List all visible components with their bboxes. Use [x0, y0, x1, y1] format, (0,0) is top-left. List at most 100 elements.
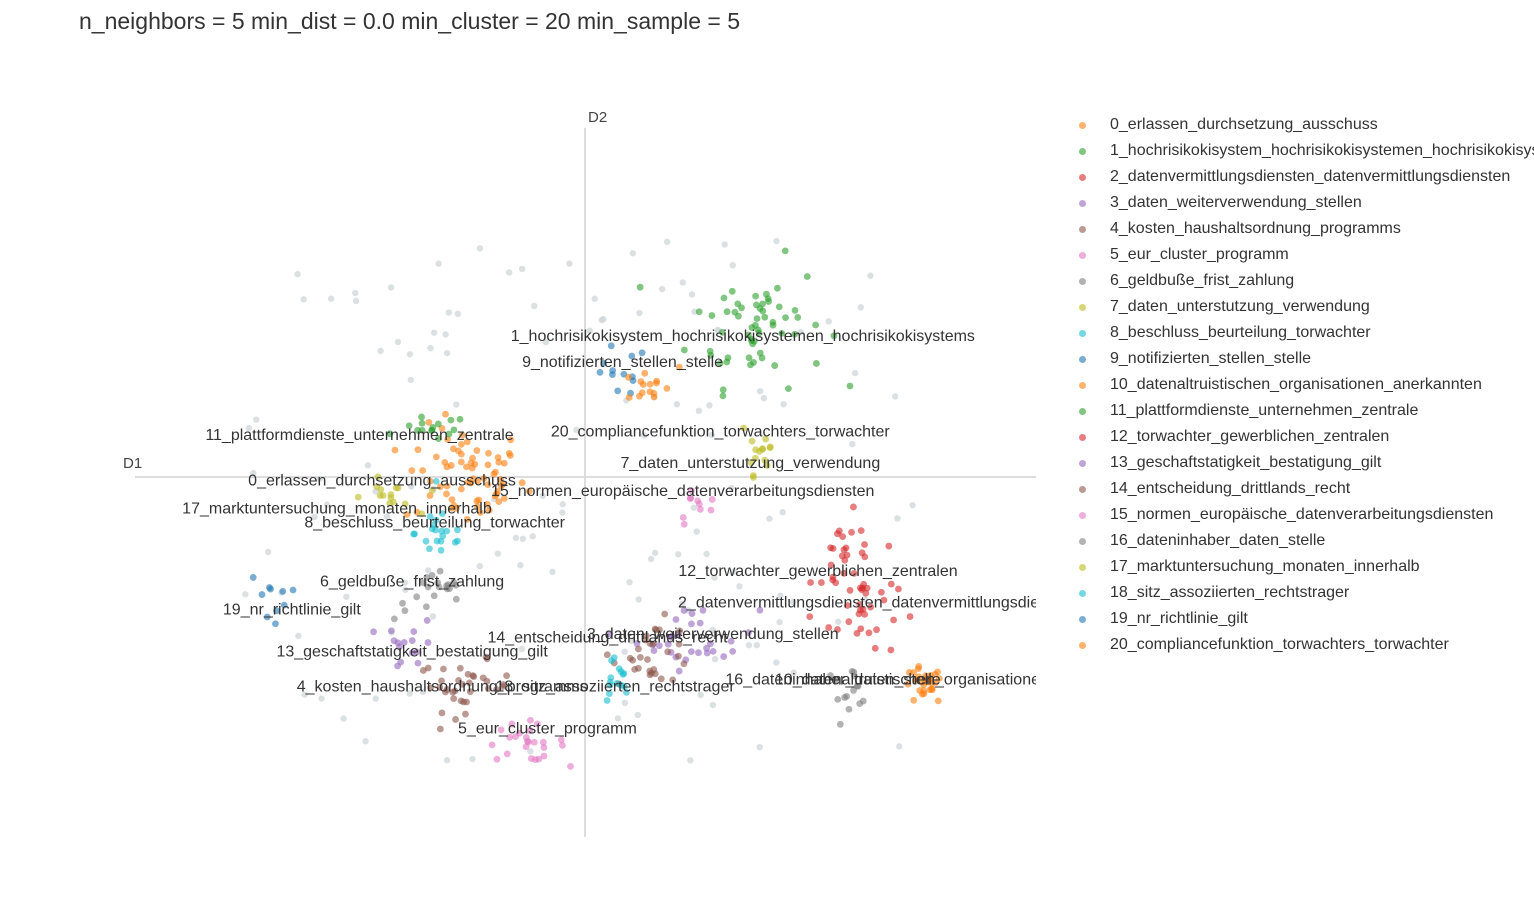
- outlier-point: [443, 756, 451, 764]
- legend-item-17[interactable]: 17_marktuntersuchung_monaten_innerhalb: [1076, 554, 1534, 580]
- outlier-point: [647, 555, 655, 563]
- data-point: [753, 315, 761, 323]
- data-point: [759, 300, 766, 308]
- legend-item-6[interactable]: 6_geldbuße_frist_zahlung: [1076, 268, 1534, 294]
- data-point: [853, 629, 861, 637]
- data-point: [775, 303, 783, 311]
- outlier-point: [372, 695, 380, 702]
- data-point: [708, 312, 716, 319]
- legend-item-15[interactable]: 15_normen_europäische_datenverarbeitungs…: [1076, 502, 1534, 528]
- data-point: [707, 640, 714, 648]
- legend-item-10[interactable]: 10_datenaltruistischen_organisationen_an…: [1076, 372, 1534, 398]
- series-7: [740, 424, 774, 481]
- data-point: [867, 603, 875, 611]
- outlier-point: [675, 551, 682, 558]
- outlier-point: [697, 691, 704, 699]
- data-point: [745, 354, 753, 362]
- legend-item-2[interactable]: 2_datenvermittlungsdiensten_datenvermitt…: [1076, 164, 1534, 190]
- data-point: [845, 705, 853, 713]
- series-11: [386, 413, 464, 442]
- outlier-point: [294, 270, 301, 278]
- plot-area[interactable]: D1 D2 0_erlassen_durchsetzung_ausschuss 1_h…: [0, 0, 1076, 895]
- outlier-point: [780, 401, 787, 408]
- outlier-point: [736, 583, 743, 590]
- data-point: [680, 346, 688, 354]
- data-point: [827, 561, 835, 569]
- data-point: [688, 620, 695, 628]
- data-point: [651, 670, 659, 678]
- data-point: [410, 628, 418, 635]
- legend-item-1[interactable]: 1_hochrisikokisystem_hochrisikokisysteme…: [1076, 138, 1534, 164]
- data-point: [418, 510, 426, 518]
- outlier-point: [527, 748, 534, 755]
- outlier-point: [323, 501, 331, 508]
- legend-item-7[interactable]: 7_daten_unterstutzung_verwendung: [1076, 294, 1534, 320]
- outlier-point: [861, 595, 869, 603]
- data-point: [754, 326, 762, 334]
- legend-item-19[interactable]: 19_nr_richtlinie_gilt: [1076, 606, 1534, 632]
- data-point: [661, 610, 669, 618]
- data-point: [794, 314, 802, 321]
- legend-item-13[interactable]: 13_geschaftstatigkeit_bestatigung_gilt: [1076, 450, 1534, 476]
- cluster-label-6: 6_geldbuße_frist_zahlung: [320, 574, 504, 591]
- data-point: [850, 687, 857, 694]
- outlier-point: [709, 626, 716, 634]
- cluster-label-2: 2_datenvermittlungsdiensten_datenvermitt…: [678, 595, 1076, 612]
- data-point: [679, 514, 687, 521]
- data-point: [463, 515, 471, 523]
- data-point: [813, 360, 820, 367]
- legend-item-3[interactable]: 3_daten_weiterverwendung_stellen: [1076, 190, 1534, 216]
- data-point: [622, 688, 630, 696]
- outlier-point: [730, 568, 738, 575]
- data-point: [840, 569, 848, 577]
- data-point: [450, 695, 458, 703]
- legend-item-16[interactable]: 16_dateninhaber_daten_stelle: [1076, 528, 1534, 554]
- outlier-point: [691, 308, 698, 315]
- data-point: [438, 677, 445, 685]
- legend-marker-icon: [1079, 199, 1086, 207]
- data-point: [425, 545, 433, 553]
- data-point: [764, 295, 772, 302]
- legend: 0_erlassen_durchsetzung_ausschuss 1_hochr…: [1076, 112, 1534, 658]
- legend-item-5[interactable]: 5_eur_cluster_programm: [1076, 242, 1534, 268]
- legend-item-20[interactable]: 20_compliancefunktion_torwachters_torwac…: [1076, 632, 1534, 658]
- legend-item-9[interactable]: 9_notifizierten_stellen_stelle: [1076, 346, 1534, 372]
- outlier-point: [673, 401, 681, 408]
- legend-item-4[interactable]: 4_kosten_haushaltsordnung_programms: [1076, 216, 1534, 242]
- data-point: [414, 659, 422, 667]
- data-point: [850, 668, 858, 676]
- data-point: [628, 352, 636, 360]
- data-point: [484, 481, 492, 488]
- data-point: [289, 586, 297, 594]
- legend-item-12[interactable]: 12_torwachter_gewerblichen_zentralen: [1076, 424, 1534, 450]
- outlier-point: [301, 691, 308, 698]
- data-point: [469, 454, 476, 462]
- data-point: [526, 727, 534, 735]
- legend-item-8[interactable]: 8_beschluss_beurteilung_torwachter: [1076, 320, 1534, 346]
- data-point: [756, 349, 764, 357]
- outlier-point: [591, 295, 598, 302]
- series-15: [679, 487, 716, 528]
- outlier-point: [745, 642, 753, 649]
- data-point: [676, 627, 684, 635]
- data-point: [390, 498, 397, 506]
- data-point: [354, 493, 362, 501]
- legend-item-14[interactable]: 14_entscheidung_drittlands_recht: [1076, 476, 1534, 502]
- outlier-point: [454, 310, 462, 318]
- legend-item-0[interactable]: 0_erlassen_durchsetzung_ausschuss: [1076, 112, 1534, 138]
- outlier-point: [406, 690, 413, 697]
- outlier-point: [250, 469, 257, 477]
- data-point: [625, 394, 633, 401]
- data-point: [827, 672, 834, 679]
- data-point: [709, 647, 717, 655]
- cluster-label-19: 19_nr_richtlinie_gilt: [223, 602, 361, 619]
- data-point: [842, 544, 850, 552]
- data-point: [885, 542, 893, 550]
- outlier-point: [529, 533, 536, 540]
- data-point: [756, 448, 763, 455]
- outlier-point: [402, 586, 409, 593]
- legend-item-11[interactable]: 11_plattformdienste_unternehmen_zentrale: [1076, 398, 1534, 424]
- outlier-point: [352, 297, 360, 305]
- legend-item-18[interactable]: 18_sitz_assoziierten_rechtstrager: [1076, 580, 1534, 606]
- outlier-point: [894, 515, 901, 522]
